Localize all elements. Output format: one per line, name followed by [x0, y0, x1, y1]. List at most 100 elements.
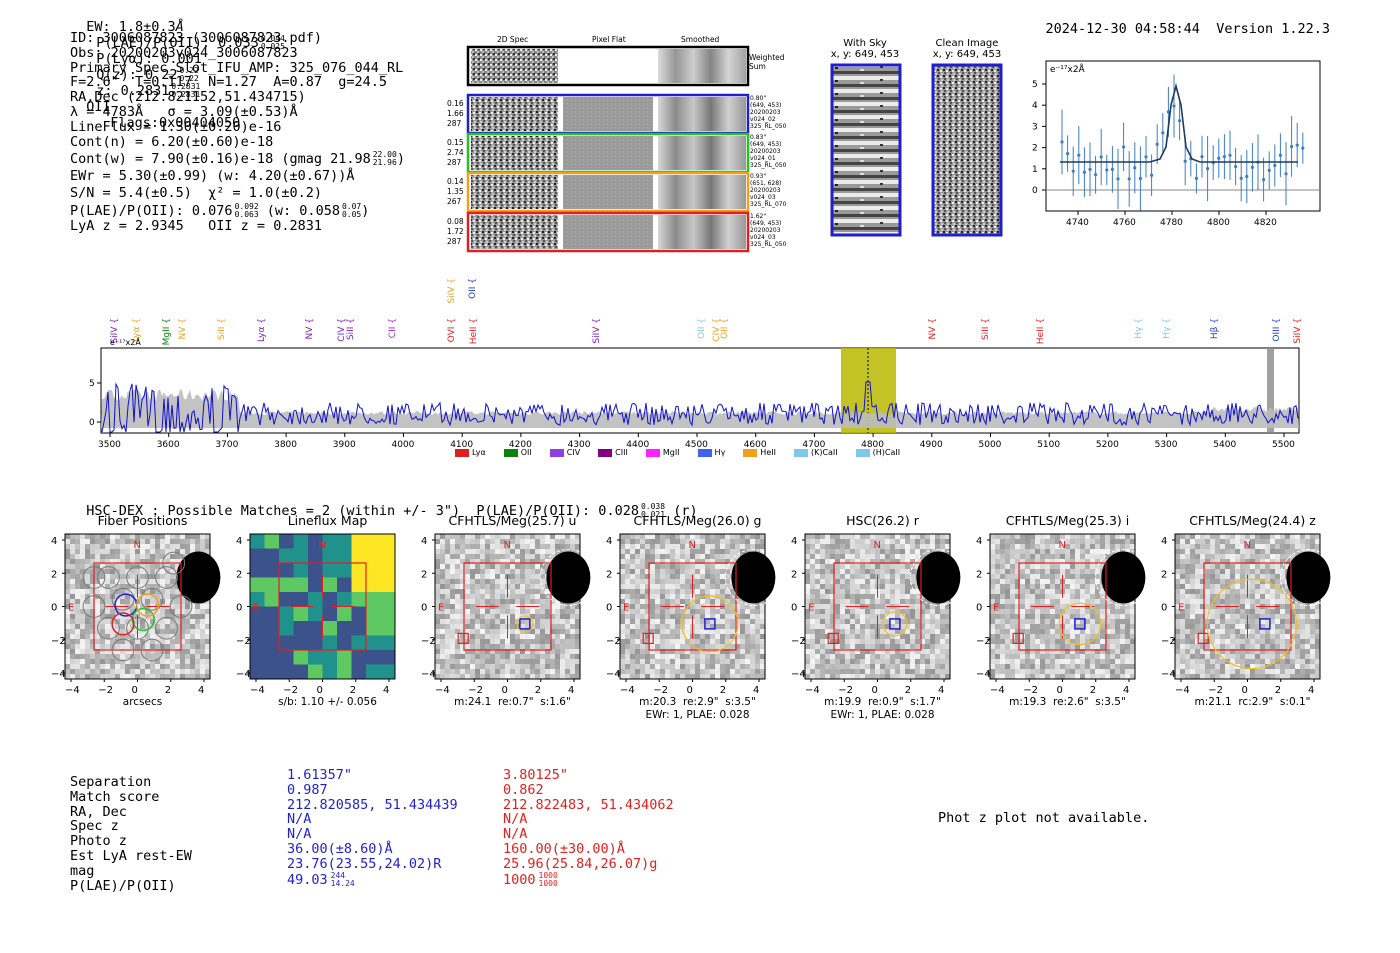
pixel	[1115, 534, 1121, 540]
pixel	[535, 554, 541, 560]
pixel	[150, 654, 156, 660]
pixel	[905, 584, 911, 590]
pixel	[1120, 544, 1126, 550]
pixel	[650, 549, 656, 555]
pixel	[1055, 654, 1061, 660]
pixel	[130, 659, 136, 665]
pixel	[95, 619, 101, 625]
pixel	[1050, 549, 1056, 555]
pixel	[830, 629, 836, 635]
pixel	[890, 659, 896, 665]
pixel	[525, 554, 531, 560]
pixel	[725, 629, 731, 635]
pixel	[1040, 634, 1046, 640]
pixel	[1190, 559, 1196, 565]
pixel	[505, 559, 511, 565]
pixel	[755, 664, 761, 670]
pixel	[100, 654, 106, 660]
pixel	[1035, 664, 1041, 670]
pixel	[1000, 589, 1006, 595]
lineflux-cell	[264, 664, 280, 680]
pixel	[1080, 534, 1086, 540]
pixel	[505, 669, 511, 675]
pixel	[550, 544, 556, 550]
pixel	[810, 539, 816, 545]
pixel	[675, 599, 681, 605]
pixel	[440, 584, 446, 590]
pixel	[1190, 534, 1196, 540]
pixel	[475, 554, 481, 560]
pixel	[635, 544, 641, 550]
pixel	[1180, 539, 1186, 545]
pixel	[440, 604, 446, 610]
pixel	[1115, 629, 1121, 635]
pixel	[1095, 599, 1101, 605]
cutout-row-1	[466, 93, 750, 135]
pixel	[490, 599, 496, 605]
pixel	[95, 674, 101, 680]
pixel	[175, 599, 181, 605]
pixel	[670, 584, 676, 590]
pixel	[705, 664, 711, 670]
pixel	[890, 559, 896, 565]
pixel	[840, 564, 846, 570]
pixel	[1055, 594, 1061, 600]
pixel	[435, 659, 441, 665]
weighted-sum-label: Weighted Sum	[749, 53, 785, 71]
zoom-point	[1071, 169, 1075, 173]
pixel	[130, 629, 136, 635]
pixel	[690, 659, 696, 665]
pixel	[535, 619, 541, 625]
pixel	[110, 639, 116, 645]
pixel	[1095, 574, 1101, 580]
pixel	[845, 664, 851, 670]
pixel	[160, 569, 166, 575]
pixel	[505, 649, 511, 655]
pixel	[130, 649, 136, 655]
pixel	[530, 664, 536, 670]
pixel	[155, 594, 161, 600]
pixel	[690, 644, 696, 650]
pixel	[80, 674, 86, 680]
pixel	[1085, 659, 1091, 665]
pixel	[1020, 649, 1026, 655]
pixel	[205, 609, 211, 615]
pixel	[555, 664, 561, 670]
pixel	[105, 534, 111, 540]
pixel	[1045, 599, 1051, 605]
pixel	[1025, 664, 1031, 670]
pixel	[925, 539, 931, 545]
panel-xtick-label: 0	[502, 685, 508, 696]
legend-label: Hγ	[714, 448, 726, 457]
pixel	[910, 579, 916, 585]
pixel	[860, 599, 866, 605]
pixel	[885, 654, 891, 660]
pixel	[90, 614, 96, 620]
pixel	[915, 544, 921, 550]
info-plae-lo: 0.063	[234, 209, 259, 219]
pixel	[715, 534, 721, 540]
pixel	[480, 584, 486, 590]
pixel	[1010, 609, 1016, 615]
pixel	[120, 534, 126, 540]
pixel	[860, 584, 866, 590]
pixel	[495, 534, 501, 540]
pixel	[155, 549, 161, 555]
pixel	[860, 544, 866, 550]
pixel	[85, 564, 91, 570]
pixel	[830, 539, 836, 545]
pixel	[485, 619, 491, 625]
pixel	[725, 614, 731, 620]
pixel	[90, 664, 96, 670]
pixel	[435, 584, 441, 590]
pixel	[70, 609, 76, 615]
pixel	[1130, 649, 1136, 655]
pixel	[625, 589, 631, 595]
pixel	[75, 634, 81, 640]
pixel	[125, 614, 131, 620]
pixel	[575, 609, 581, 615]
pixel	[725, 669, 731, 675]
pixel	[505, 664, 511, 670]
pixel	[190, 659, 196, 665]
